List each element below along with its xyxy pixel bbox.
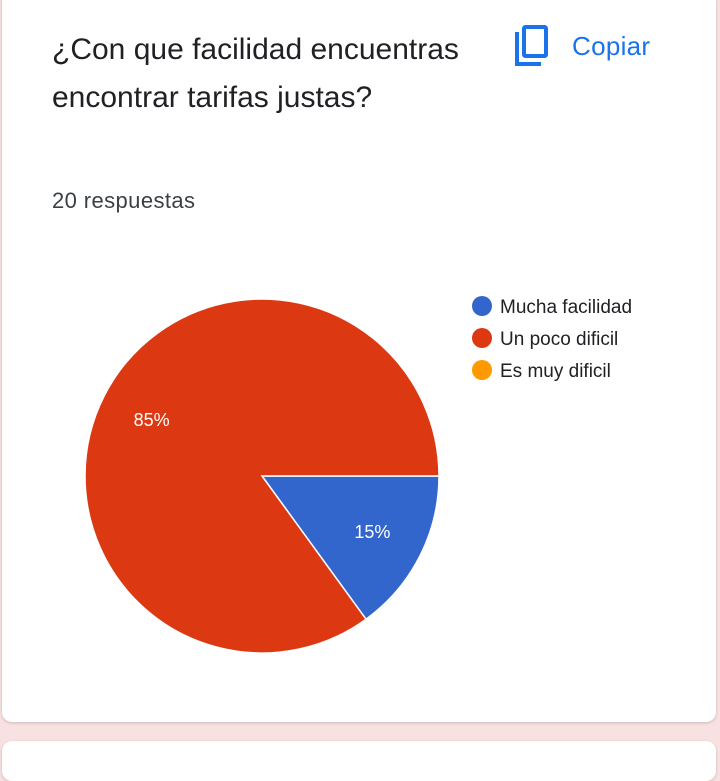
question-title: ¿Con que facilidad encuentras encontrar …	[52, 33, 459, 114]
legend-item-un-poco-dificil[interactable]: Un poco dificil	[472, 328, 618, 350]
response-count: 20 respuestas	[52, 188, 196, 213]
pie-slice-un-poco-dificil	[84, 298, 440, 654]
copy-button[interactable]: Copiar	[512, 24, 650, 68]
copy-button-label: Copiar	[572, 30, 651, 61]
legend-label: Es muy dificil	[500, 361, 611, 382]
pie-chart: 15% 85% Mucha facilidad Un poco dificil Es …	[84, 296, 632, 654]
legend-swatch	[472, 296, 492, 316]
legend-item-mucha-facilidad[interactable]: Mucha facilidad	[472, 296, 632, 318]
legend-label: Un poco dificil	[500, 329, 618, 350]
next-question-card	[2, 741, 716, 781]
legend-swatch	[472, 328, 492, 348]
legend-swatch	[472, 360, 492, 380]
legend-label: Mucha facilidad	[500, 297, 632, 318]
slice-label-mucha-facilidad: 15%	[354, 522, 390, 542]
pie-slice-mucha-facilidad	[260, 475, 440, 621]
legend-item-es-muy-dificil[interactable]: Es muy dificil	[472, 360, 611, 382]
copy-icon	[515, 25, 548, 66]
slice-label-un-poco-dificil: 85%	[134, 410, 170, 430]
